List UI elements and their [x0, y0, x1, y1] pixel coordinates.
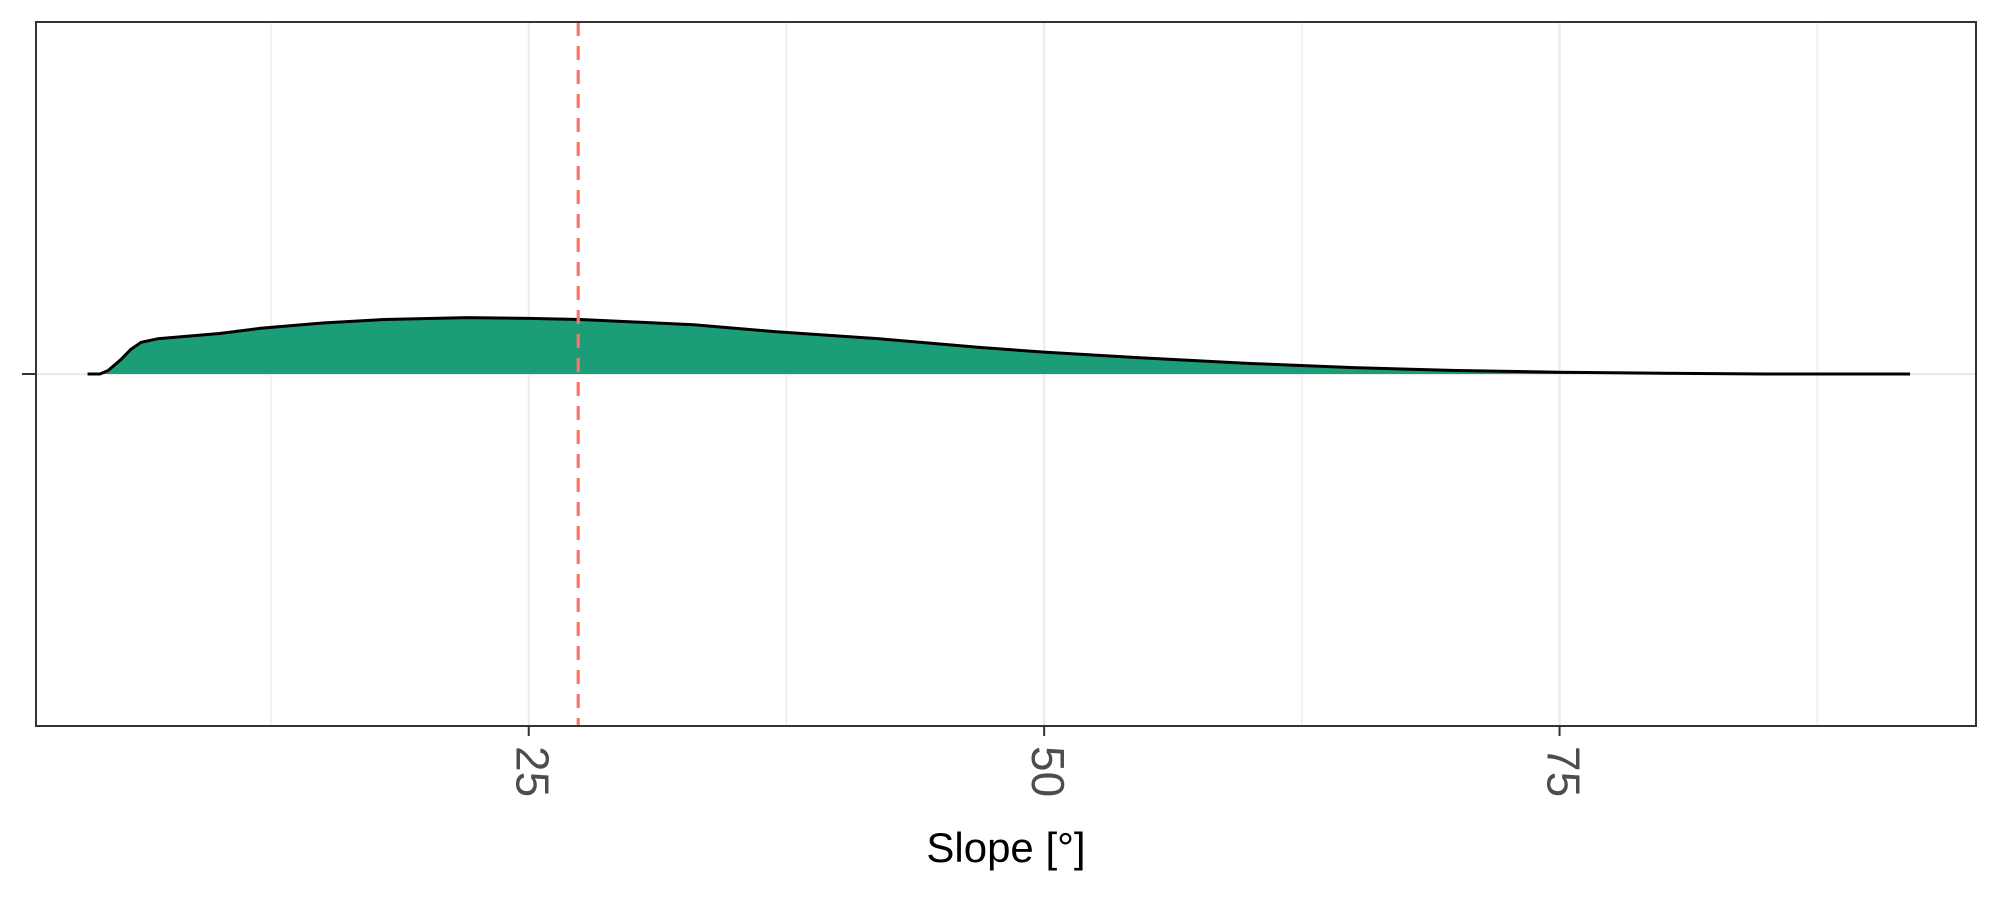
density-area: [87, 317, 1911, 374]
x-tick-label: 25: [507, 746, 559, 797]
density-layer: [87, 316, 1911, 376]
x-tick-label: 50: [1022, 746, 1074, 797]
x-axis: 25 50 75: [507, 726, 1589, 797]
x-tick-label: 75: [1537, 746, 1589, 797]
density-outline: [87, 316, 1911, 376]
x-axis-title: Slope [°]: [926, 824, 1085, 871]
